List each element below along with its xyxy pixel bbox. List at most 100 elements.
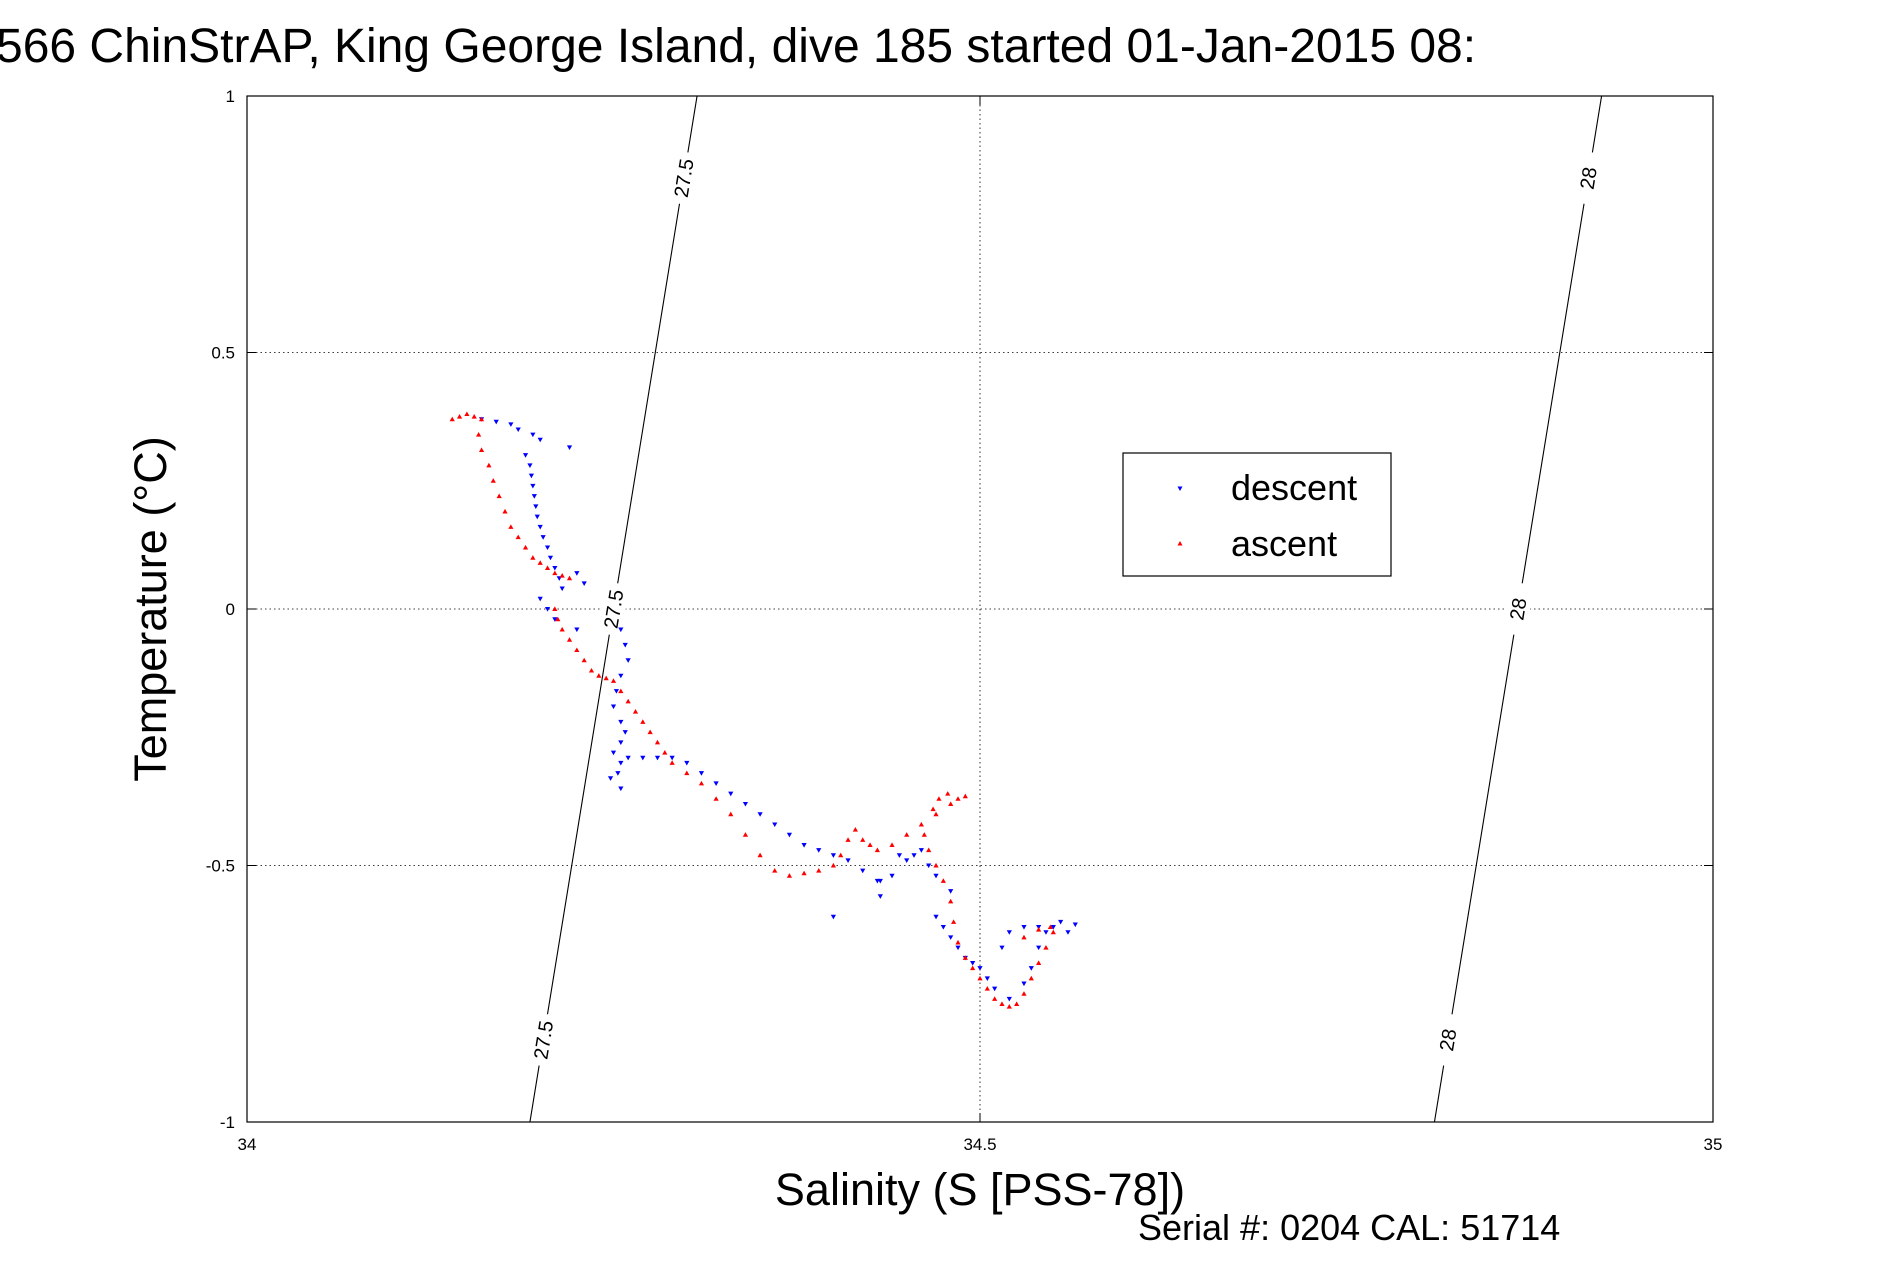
descent-point — [574, 627, 580, 633]
ascent-point — [654, 739, 661, 745]
ascent-point — [933, 862, 939, 868]
descent-point — [999, 945, 1005, 951]
ascent-point — [955, 796, 961, 801]
descent-point — [531, 494, 537, 499]
ascent-point — [496, 493, 502, 499]
ascent-point — [867, 842, 873, 847]
descent-point — [640, 755, 646, 761]
ascent-point — [647, 729, 653, 735]
y-tick-label: 0 — [226, 600, 235, 619]
descent-point — [904, 858, 910, 863]
descent-point — [940, 925, 946, 930]
isopycnal-label: 28 — [1577, 165, 1602, 190]
descent-point — [625, 658, 631, 663]
descent-point — [933, 914, 939, 920]
descent-point — [757, 812, 763, 817]
descent-point — [508, 422, 514, 427]
ascent-point — [588, 667, 595, 673]
x-axis-label: Salinity (S [PSS-78]) — [775, 1164, 1185, 1215]
ascent-point — [522, 544, 529, 550]
axis-ticks: 34 34.5 35 1 0.5 0 -0.5 -1 — [206, 87, 1723, 1154]
ascent-point — [625, 698, 631, 704]
descent-point — [522, 453, 529, 458]
ascent-point — [921, 832, 927, 837]
ascent-point — [904, 832, 910, 837]
ascent-point — [1047, 924, 1053, 930]
descent-point — [618, 786, 624, 792]
descent-point — [654, 755, 661, 761]
descent-point — [552, 617, 558, 622]
descent-point — [1021, 981, 1027, 987]
ascent-point — [889, 842, 895, 847]
ascent-point — [936, 796, 942, 801]
descent-point — [613, 689, 620, 694]
descent-point — [830, 914, 836, 920]
descent-point — [1072, 922, 1078, 928]
descent-point — [1043, 930, 1049, 935]
descent-point — [713, 781, 719, 787]
ascent-point — [559, 626, 565, 632]
descent-point — [530, 432, 536, 438]
ascent-point — [508, 524, 514, 529]
x-tick-label: 34.5 — [963, 1135, 996, 1154]
x-tick-label: 35 — [1704, 1135, 1723, 1154]
ascent-point — [669, 760, 675, 765]
descent-point — [574, 571, 580, 576]
ascent-point — [977, 975, 983, 981]
ascent-point — [1021, 991, 1027, 996]
descent-point — [877, 894, 883, 899]
descent-point — [618, 760, 624, 766]
ascent-point — [918, 821, 924, 827]
descent-point — [566, 445, 573, 451]
descent-point — [845, 858, 851, 863]
descent-point — [622, 730, 628, 735]
isopycnal-label-bg — [527, 1012, 560, 1068]
ascent-point — [801, 870, 807, 876]
ascent-point — [742, 832, 749, 837]
descent-point — [1028, 966, 1034, 971]
ascent-point — [830, 862, 836, 868]
descent-point — [618, 719, 624, 725]
descent-point — [1065, 930, 1071, 935]
descent-point — [816, 848, 822, 853]
descent-point — [544, 545, 551, 551]
descent-point — [493, 419, 499, 425]
descent-point — [527, 463, 533, 468]
descent-point — [559, 586, 565, 592]
ascent-point — [955, 939, 961, 945]
ascent-point — [486, 462, 492, 468]
descent-point — [984, 976, 990, 981]
ascent-point — [728, 811, 734, 817]
ascent-point — [515, 534, 521, 540]
descent-point — [537, 437, 543, 443]
ascent-point — [860, 837, 866, 842]
data-points — [449, 411, 1078, 1009]
ascent-point — [478, 447, 485, 452]
descent-point — [534, 514, 540, 520]
ascent-point — [559, 573, 565, 578]
descent-point — [625, 755, 631, 761]
descent-point — [728, 791, 734, 797]
ascent-point — [1021, 934, 1027, 940]
ascent-point — [1028, 975, 1034, 981]
descent-point — [581, 581, 587, 586]
y-tick-label: 0.5 — [211, 344, 235, 363]
ascent-point — [698, 780, 705, 786]
descent-point — [552, 565, 558, 571]
descent-point — [615, 771, 621, 776]
ascent-point — [757, 852, 763, 858]
ascent-point — [552, 570, 558, 576]
ascent-point — [1036, 960, 1042, 965]
descent-point — [530, 483, 536, 489]
ascent-point — [992, 996, 998, 1001]
ascent-point — [502, 508, 508, 514]
ascent-point — [610, 678, 617, 683]
legend: descent ascent — [1122, 452, 1392, 577]
isopycnal-label-bg — [597, 581, 630, 637]
ascent-point — [618, 688, 624, 694]
ascent-point — [566, 575, 573, 581]
ascent-point — [816, 868, 822, 873]
descent-point — [537, 524, 543, 530]
ascent-point — [1006, 1003, 1012, 1009]
